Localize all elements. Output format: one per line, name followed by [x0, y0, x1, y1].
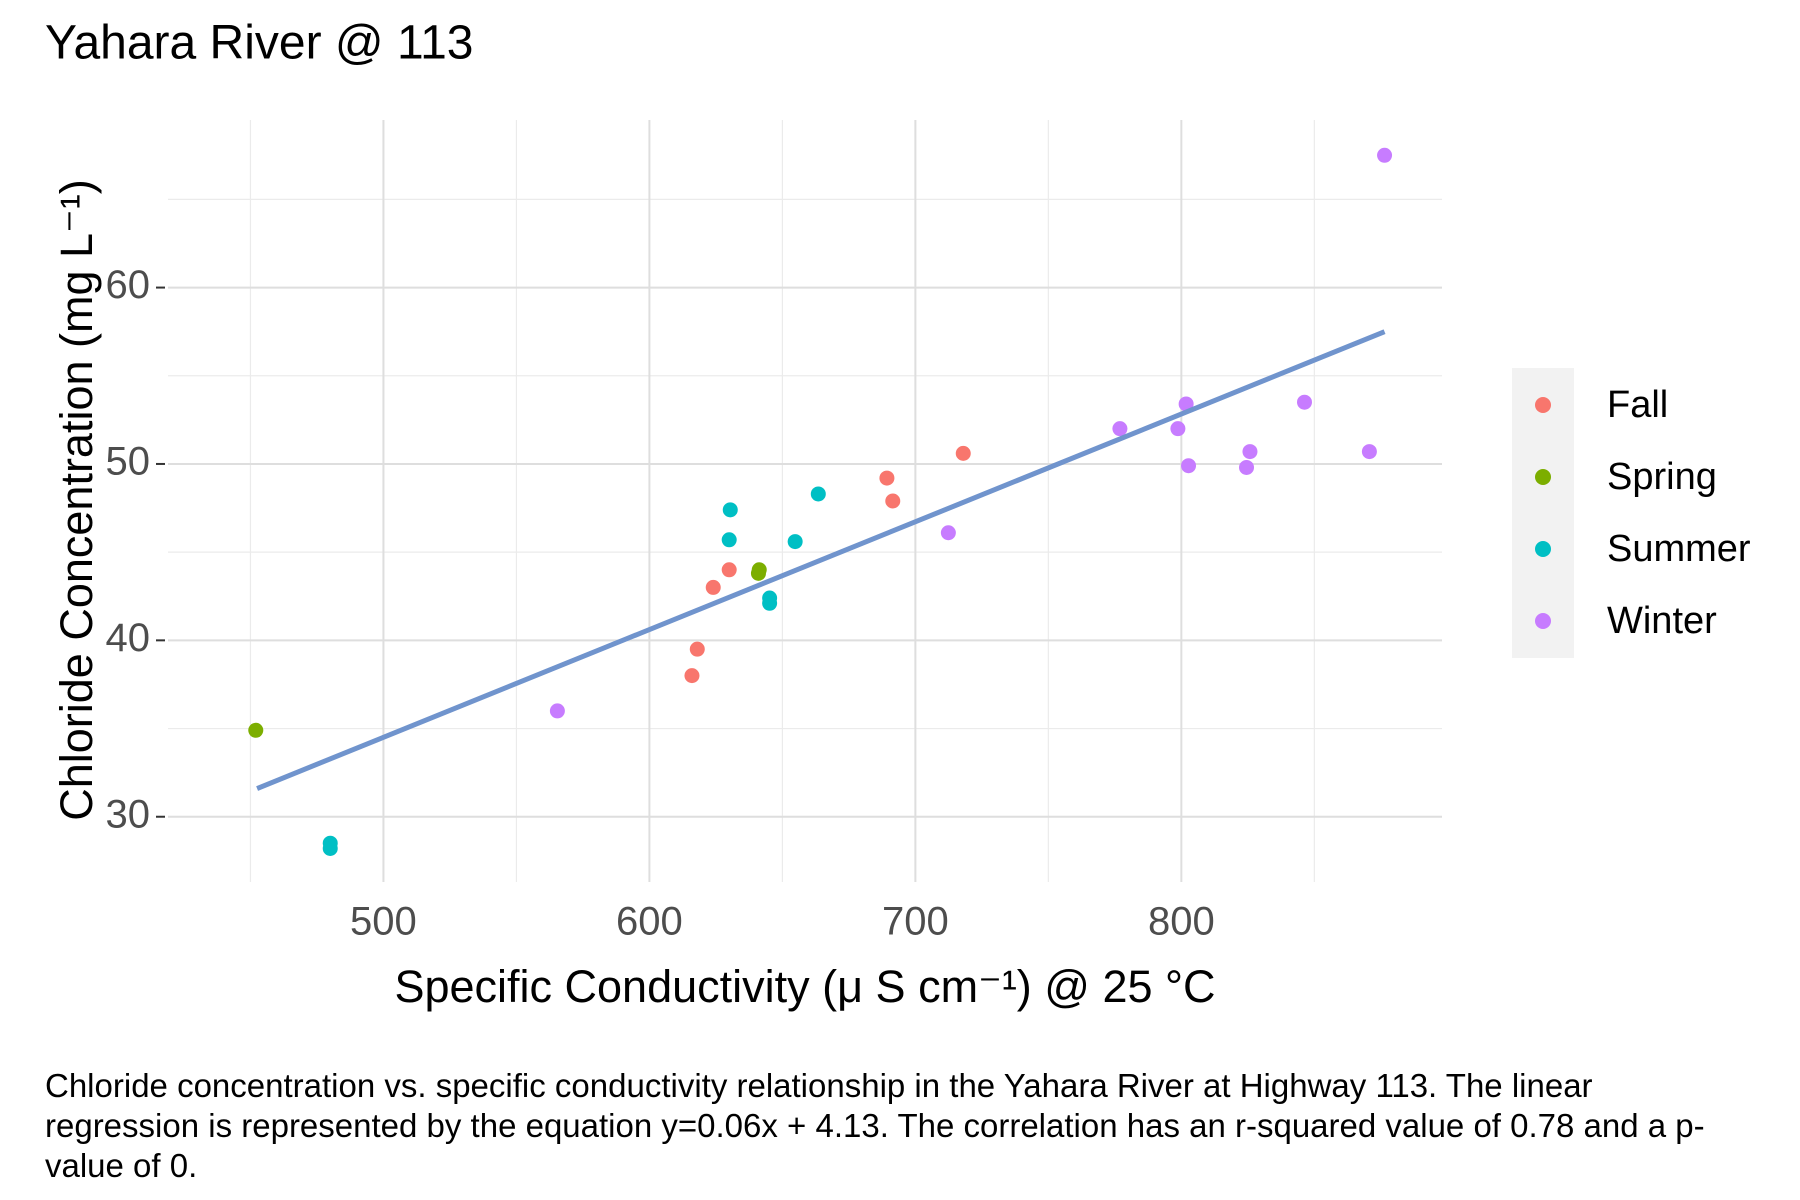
point: [1361, 444, 1377, 460]
legend-marker: [1535, 469, 1551, 485]
legend-label: Summer: [1607, 528, 1751, 570]
point: [722, 502, 738, 518]
point: [1239, 459, 1255, 475]
x-axis-label: Specific Conductivity (μ S cm⁻¹) @ 25 °C: [394, 961, 1215, 1012]
legend-key-background: [1512, 368, 1574, 658]
point: [810, 486, 826, 502]
chart-title: Yahara River @ 113: [45, 17, 473, 70]
caption: Chloride concentration vs. specific cond…: [45, 1067, 1705, 1184]
x-tick-label: 700: [882, 900, 949, 944]
point: [322, 840, 338, 856]
legend-label: Fall: [1607, 384, 1668, 426]
point: [721, 562, 737, 578]
point: [955, 445, 971, 461]
point: [1112, 421, 1128, 437]
point: [879, 470, 895, 486]
x-tick-label: 800: [1148, 900, 1215, 944]
point: [684, 668, 700, 684]
point: [787, 534, 803, 550]
point: [1242, 444, 1258, 460]
point: [1377, 147, 1393, 163]
legend-label: Spring: [1607, 456, 1717, 498]
point: [721, 532, 737, 548]
point: [1181, 458, 1197, 474]
y-axis-label: Chloride Concentration (mg L⁻¹): [51, 179, 102, 821]
x-tick-label: 500: [350, 900, 417, 944]
point: [549, 703, 565, 719]
y-tick-label: 50: [106, 440, 151, 484]
legend-marker: [1535, 397, 1551, 413]
point: [1296, 394, 1312, 410]
point: [689, 641, 705, 657]
point: [750, 565, 766, 581]
legend-marker: [1535, 613, 1551, 629]
point: [1170, 421, 1186, 437]
legend-label: Winter: [1607, 600, 1717, 642]
point: [248, 722, 264, 738]
point: [940, 525, 956, 541]
chart: Yahara River @ 113 Specific Conductivity…: [45, 17, 1751, 1012]
x-tick-label: 600: [616, 900, 683, 944]
y-tick-label: 40: [106, 616, 151, 660]
y-tick-label: 60: [106, 263, 151, 307]
point: [885, 493, 901, 509]
point: [762, 595, 778, 611]
regression-line: [256, 329, 1386, 791]
point: [1178, 396, 1194, 412]
legend-marker: [1535, 541, 1551, 557]
y-tick-label: 30: [106, 792, 151, 836]
point: [705, 579, 721, 595]
